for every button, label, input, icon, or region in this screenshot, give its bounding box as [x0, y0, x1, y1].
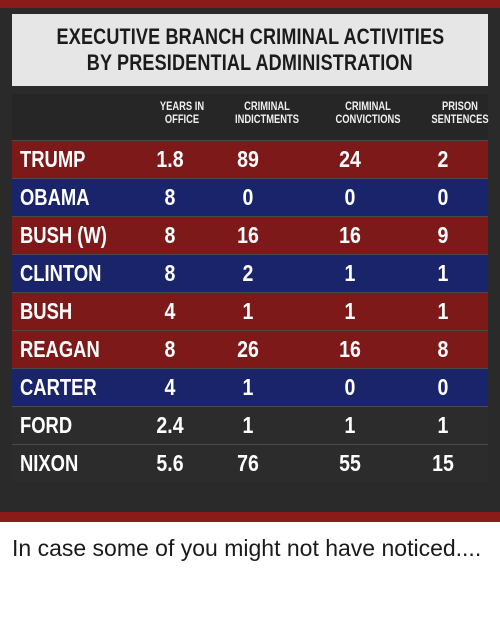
- president-name: FORD: [20, 412, 73, 438]
- president-name: NIXON: [20, 450, 79, 476]
- cell-indictments: 1: [242, 298, 254, 324]
- title-box: EXECUTIVE BRANCH CRIMINAL ACTIVITIES BY …: [12, 14, 488, 86]
- cell-sentences: 1: [437, 260, 449, 286]
- cell-years: 8: [164, 222, 176, 248]
- cell-convictions: 1: [344, 298, 356, 324]
- cell-indictments: 89: [237, 146, 259, 172]
- table-row: OBAMA 8 0 0 0: [12, 178, 488, 216]
- cell-convictions: 0: [344, 184, 356, 210]
- cell-convictions: 1: [344, 412, 356, 438]
- cell-years: 8: [164, 184, 176, 210]
- data-table: TRUMP 1.8 89 24 2 OBAMA 8 0 0 0 BUSH (W) 8 16 16 9 CLIN…: [12, 140, 488, 482]
- column-header-convictions: CRIMINAL CONVICTIONS: [335, 99, 401, 126]
- title-line-2: BY PRESIDENTIAL ADMINISTRATION: [86, 50, 413, 75]
- bottom-red-rule: [0, 512, 500, 522]
- table-row: BUSH (W) 8 16 16 9: [12, 216, 488, 254]
- column-header-years: YEARS IN OFFICE: [159, 99, 205, 126]
- cell-years: 2.4: [156, 412, 184, 438]
- column-header-sentences: PRISON SENTENCES: [431, 99, 489, 126]
- cell-convictions: 1: [344, 260, 356, 286]
- cell-sentences: 1: [437, 412, 449, 438]
- table-row: TRUMP 1.8 89 24 2: [12, 140, 488, 178]
- cell-sentences: 1: [437, 298, 449, 324]
- cell-sentences: 15: [432, 450, 454, 476]
- column-header-row: YEARS IN OFFICE CRIMINAL INDICTMENTS CRIMI…: [12, 94, 489, 140]
- president-name: TRUMP: [20, 146, 86, 172]
- cell-indictments: 2: [242, 260, 254, 286]
- president-name: CARTER: [20, 374, 97, 400]
- table-row: CARTER 4 1 0 0: [12, 368, 488, 406]
- cell-indictments: 16: [237, 222, 259, 248]
- cell-sentences: 2: [437, 146, 449, 172]
- cell-convictions: 16: [339, 222, 361, 248]
- table-row: BUSH 4 1 1 1: [12, 292, 488, 330]
- president-name: CLINTON: [20, 260, 102, 286]
- table-row: NIXON 5.6 76 55 15: [12, 444, 488, 482]
- title-line-1: EXECUTIVE BRANCH CRIMINAL ACTIVITIES: [56, 24, 444, 49]
- president-name: OBAMA: [20, 184, 90, 210]
- cell-indictments: 76: [237, 450, 259, 476]
- table-row: FORD 2.4 1 1 1: [12, 406, 488, 444]
- cell-indictments: 1: [242, 412, 254, 438]
- cell-sentences: 0: [437, 184, 449, 210]
- infographic: EXECUTIVE BRANCH CRIMINAL ACTIVITIES BY …: [0, 0, 500, 522]
- table-row: CLINTON 8 2 1 1: [12, 254, 488, 292]
- cell-years: 4: [164, 374, 176, 400]
- cell-years: 4: [164, 298, 176, 324]
- cell-indictments: 26: [237, 336, 259, 362]
- president-name: REAGAN: [20, 336, 100, 362]
- cell-indictments: 1: [242, 374, 254, 400]
- cell-years: 1.8: [156, 146, 184, 172]
- cell-years: 8: [164, 336, 176, 362]
- president-name: BUSH: [20, 298, 73, 324]
- cell-sentences: 0: [437, 374, 449, 400]
- cell-convictions: 55: [339, 450, 361, 476]
- table-row: REAGAN 8 26 16 8: [12, 330, 488, 368]
- cell-years: 8: [164, 260, 176, 286]
- post-caption: In case some of you might not have notic…: [12, 535, 482, 561]
- cell-convictions: 24: [339, 146, 361, 172]
- president-name: BUSH (W): [20, 222, 107, 248]
- cell-convictions: 0: [344, 374, 356, 400]
- cell-years: 5.6: [156, 450, 184, 476]
- column-header-indictments: CRIMINAL INDICTMENTS: [235, 99, 299, 126]
- cell-convictions: 16: [339, 336, 361, 362]
- cell-sentences: 8: [437, 336, 449, 362]
- cell-indictments: 0: [242, 184, 254, 210]
- cell-sentences: 9: [437, 222, 449, 248]
- top-red-rule: [0, 0, 500, 8]
